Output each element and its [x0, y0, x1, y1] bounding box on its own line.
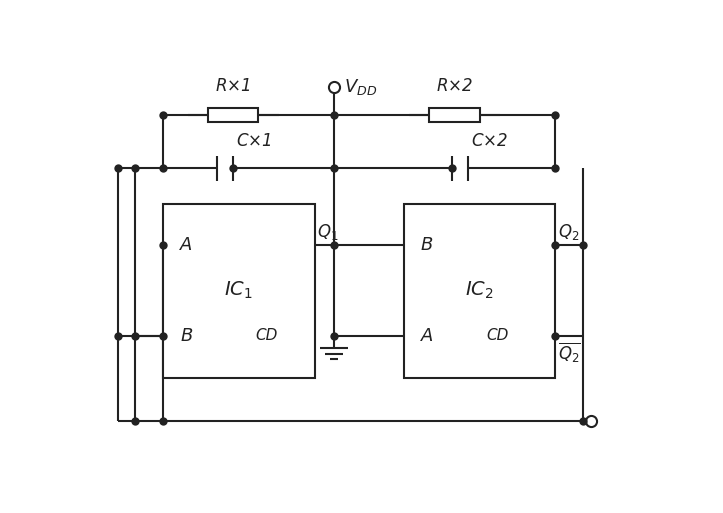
Text: $Q_2$: $Q_2$ [558, 222, 580, 242]
Text: A: A [180, 236, 192, 254]
Text: CD: CD [255, 328, 278, 343]
Bar [429, 108, 480, 122]
Text: $V_{DD}$: $V_{DD}$ [344, 77, 377, 97]
Text: $IC_2$: $IC_2$ [466, 280, 494, 301]
Bar [404, 204, 555, 378]
Text: $\overline{Q_2}$: $\overline{Q_2}$ [558, 340, 581, 364]
Bar [208, 108, 259, 122]
Text: CD: CD [487, 328, 509, 343]
Text: R$\times$1: R$\times$1 [215, 77, 251, 95]
Text: $IC_1$: $IC_1$ [224, 280, 253, 301]
Text: $Q_1$: $Q_1$ [317, 222, 339, 242]
Text: R$\times$2: R$\times$2 [436, 77, 473, 95]
Text: C$\times$2: C$\times$2 [471, 132, 508, 150]
Bar [163, 204, 315, 378]
Text: C$\times$1: C$\times$1 [236, 132, 272, 150]
Text: B: B [180, 327, 192, 345]
Text: A: A [421, 327, 433, 345]
Text: B: B [421, 236, 433, 254]
